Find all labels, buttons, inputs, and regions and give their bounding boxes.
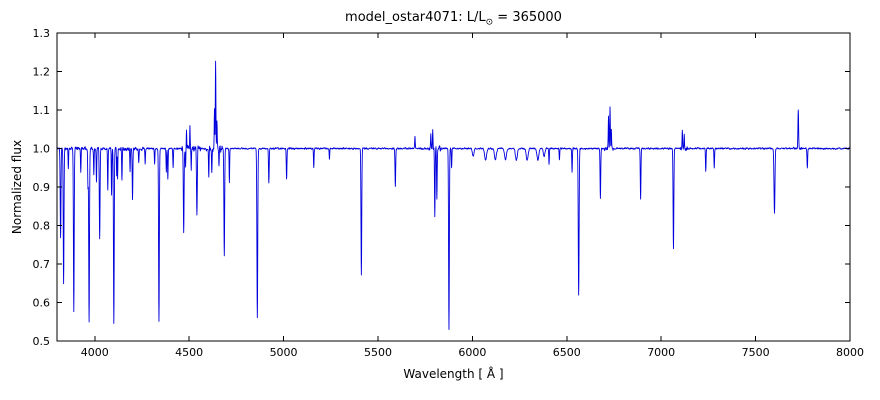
x-tick-label: 7500: [742, 346, 770, 359]
y-tick-label: 0.7: [33, 258, 51, 271]
y-tick-label: 0.5: [33, 335, 51, 348]
y-tick-label: 0.6: [33, 297, 51, 310]
chart-title-pre: model_ostar4071: L/L: [345, 10, 486, 25]
x-tick-label: 7000: [647, 346, 675, 359]
sun-symbol: ⊙: [485, 17, 494, 28]
y-tick-label: 1.1: [33, 104, 51, 117]
spectrum-line: [56, 60, 851, 330]
chart-title-post: = 365000: [493, 10, 562, 25]
x-tick-label: 4000: [81, 346, 109, 359]
x-tick-label: 5000: [270, 346, 298, 359]
x-tick-label: 6500: [553, 346, 581, 359]
x-tick-label: 4500: [175, 346, 203, 359]
y-tick-label: 1.2: [33, 66, 51, 79]
x-tick-label: 5500: [364, 346, 392, 359]
axes-frame: [56, 32, 851, 342]
chart-title: model_ostar4071: L/L⊙ = 365000: [57, 10, 850, 28]
y-axis-label: Normalized flux: [10, 139, 24, 235]
y-tick-label: 1.0: [33, 143, 51, 156]
y-tick-label: 0.8: [33, 220, 51, 233]
x-tick-label: 8000: [836, 346, 864, 359]
y-tick-label: 1.3: [33, 27, 51, 40]
y-tick-label: 0.9: [33, 181, 51, 194]
x-axis-label: Wavelength [ Å ]: [403, 367, 504, 381]
x-tick-label: 6000: [458, 346, 486, 359]
